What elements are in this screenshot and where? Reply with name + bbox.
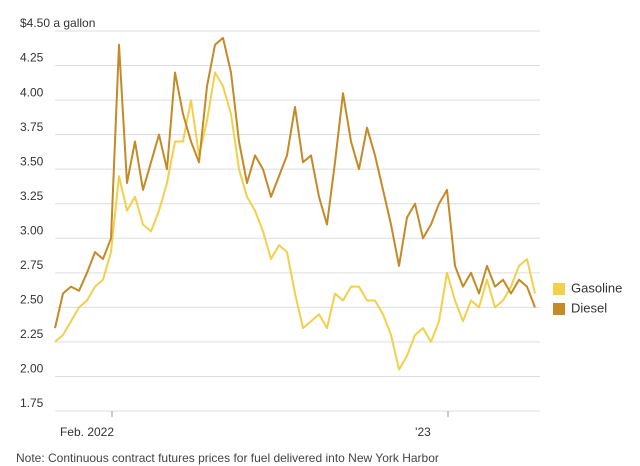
y-tick-label: 1.75 <box>20 396 44 410</box>
y-tick-label: 3.00 <box>20 223 44 237</box>
y-tick-label: 3.25 <box>20 189 44 203</box>
legend-label: Gasoline <box>571 280 622 295</box>
legend-swatch <box>553 283 565 295</box>
x-tick-label: '23 <box>415 425 431 439</box>
y-tick-label: 3.75 <box>20 120 44 134</box>
note: Note: Continuous contract futures prices… <box>16 451 439 465</box>
legend: Gasoline Diesel <box>553 280 622 315</box>
y-tick-label: 2.00 <box>20 362 44 376</box>
y-tick-label: 2.50 <box>20 293 44 307</box>
y-tick-label: 4.00 <box>20 85 44 99</box>
legend-swatch <box>553 303 565 315</box>
x-tick-label: Feb. 2022 <box>60 425 114 439</box>
y-tick-label: 2.25 <box>20 327 44 341</box>
line-series <box>54 71 536 371</box>
y-tick-label: 3.50 <box>20 154 44 168</box>
y-tick-label: 2.75 <box>20 258 44 272</box>
y-tick-label: $4.50 a gallon <box>20 16 95 30</box>
y-tick-label: 4.25 <box>20 51 44 65</box>
line-series <box>54 36 536 329</box>
legend-label: Diesel <box>571 300 607 315</box>
